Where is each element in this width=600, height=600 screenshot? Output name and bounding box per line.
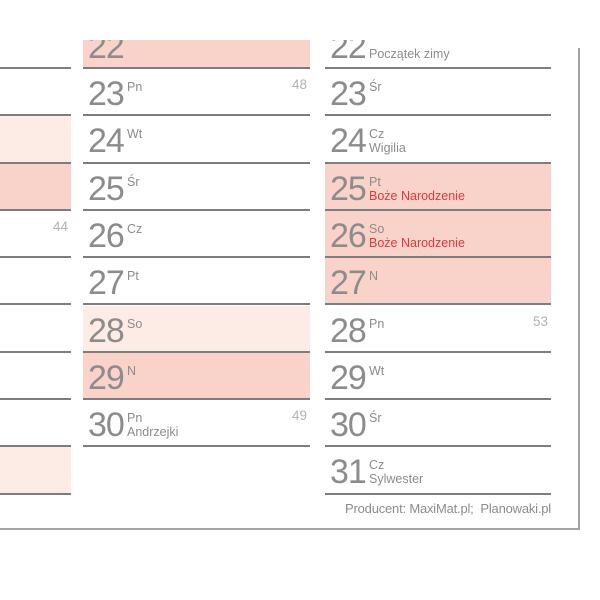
month-column-december: 22 Początek zimy 23 Śr 24 Cz Wigilia 25 Pt Boże … [325, 0, 551, 600]
day-row: 29 N [83, 352, 310, 401]
day-labels: Pn [127, 80, 142, 94]
day-row: 26 Cz [83, 211, 310, 259]
weekday-label: Śr [369, 80, 382, 94]
weekday-label: Pn [127, 80, 143, 94]
weekday-label: Cz [369, 458, 385, 473]
day-labels: Wt [369, 364, 384, 378]
day-row: 25 Pt Boże Narodzenie [325, 163, 551, 211]
weekday-label: Śr [127, 174, 140, 189]
day-number: 26 [330, 216, 367, 255]
day-labels: Wt [127, 127, 142, 141]
note-label: Sylwester [369, 472, 424, 487]
page-bottom-edge [0, 528, 578, 530]
day-labels: Cz Wigilia [369, 127, 406, 155]
day-number: 30 [330, 406, 367, 445]
day-row: 31 Cz Sylwester [325, 447, 551, 495]
day-number: 31 [330, 453, 367, 492]
day-row [0, 22, 71, 69]
day-labels: N [127, 364, 136, 378]
footer-credit: Producent: MaxiMat.pl; Planowaki.pl [345, 501, 551, 516]
weekday-label: So [127, 316, 143, 331]
weekday-label: Pn [369, 316, 385, 331]
week-number: 53 [532, 313, 548, 329]
day-number: 26 [88, 216, 125, 255]
day-row: 23 Śr [325, 69, 551, 117]
day-number: 25 [88, 169, 125, 208]
week-number: 48 [291, 77, 307, 92]
holiday-label: Boże Narodzenie [369, 188, 465, 203]
week-number: 49 [291, 408, 307, 424]
day-row: 29 Wt [325, 353, 551, 401]
weekday-label: N [127, 363, 137, 378]
note-label: Wigilia [369, 141, 406, 156]
day-labels: So [127, 317, 142, 331]
day-row: 23 Pn 48 [83, 69, 310, 117]
day-labels: Pt [127, 269, 139, 283]
day-row [0, 447, 71, 495]
day-number: 29 [330, 358, 367, 397]
weekday-label: Śr [369, 411, 382, 426]
day-labels: Śr [369, 411, 382, 425]
day-number: 24 [330, 122, 367, 161]
day-row: 28 So [83, 305, 310, 353]
month-column-november: 22 23 Pn 48 24 Wt 25 Śr 26 Cz 27 Pt 28 So 29 N 30 Pn Andrz… [83, 0, 310, 600]
day-row: 30 Pn Andrzejki 49 [83, 400, 310, 448]
day-number: 28 [88, 311, 125, 350]
day-row: 28 Pn 53 [325, 306, 551, 353]
day-row [0, 258, 71, 306]
day-labels: So Boże Narodzenie [369, 222, 465, 250]
day-row [0, 400, 71, 448]
day-labels: Początek zimy [369, 33, 450, 61]
weekday-label: Cz [127, 221, 143, 236]
day-labels: Pn Andrzejki [127, 411, 178, 439]
day-labels: Cz Sylwester [369, 458, 423, 486]
day-row [0, 69, 71, 117]
day-row: 24 Wt [83, 116, 310, 164]
day-row [0, 163, 71, 211]
day-labels: Śr [127, 175, 140, 189]
weekday-label: Pn [127, 411, 143, 426]
weekday-label: Wt [127, 127, 143, 142]
day-row [0, 353, 71, 401]
day-number: 27 [330, 264, 367, 303]
day-labels: Pn [369, 317, 384, 331]
day-row [0, 306, 71, 353]
day-row: 25 Śr [83, 164, 310, 211]
weekday-label: Pt [127, 269, 139, 284]
note-label: Początek zimy [369, 46, 450, 61]
day-number: 24 [88, 122, 125, 161]
note-label: Andrzejki [127, 425, 179, 440]
month-column-october: 44 [0, 0, 71, 600]
day-labels: Pt Boże Narodzenie [369, 175, 465, 203]
weekday-label: Wt [369, 363, 385, 378]
day-number: 23 [88, 75, 125, 113]
day-row: 30 Śr [325, 400, 551, 448]
day-number: 30 [88, 406, 125, 445]
day-row: 26 So Boże Narodzenie [325, 210, 551, 259]
week-number: 44 [52, 218, 68, 234]
day-number: 27 [88, 264, 125, 303]
page-right-edge [578, 48, 580, 530]
weekday-label: So [369, 221, 385, 236]
day-row: 27 N [325, 258, 551, 306]
day-number: 23 [330, 75, 367, 113]
day-row: 44 [0, 211, 71, 259]
day-number: 29 [88, 358, 125, 397]
day-row [0, 116, 71, 164]
day-number: 28 [330, 311, 367, 350]
day-row: 27 Pt [83, 258, 310, 306]
day-labels: Śr [369, 80, 382, 94]
weekday-label: N [369, 269, 379, 284]
day-labels: Cz [127, 222, 142, 236]
day-row: 24 Cz Wigilia [325, 116, 551, 164]
holiday-label: Boże Narodzenie [369, 235, 465, 250]
day-number: 25 [330, 169, 367, 208]
weekday-label: Cz [369, 127, 385, 142]
day-labels: N [369, 269, 378, 283]
weekday-label: Pt [369, 174, 381, 189]
crop-overlay [0, 0, 600, 40]
